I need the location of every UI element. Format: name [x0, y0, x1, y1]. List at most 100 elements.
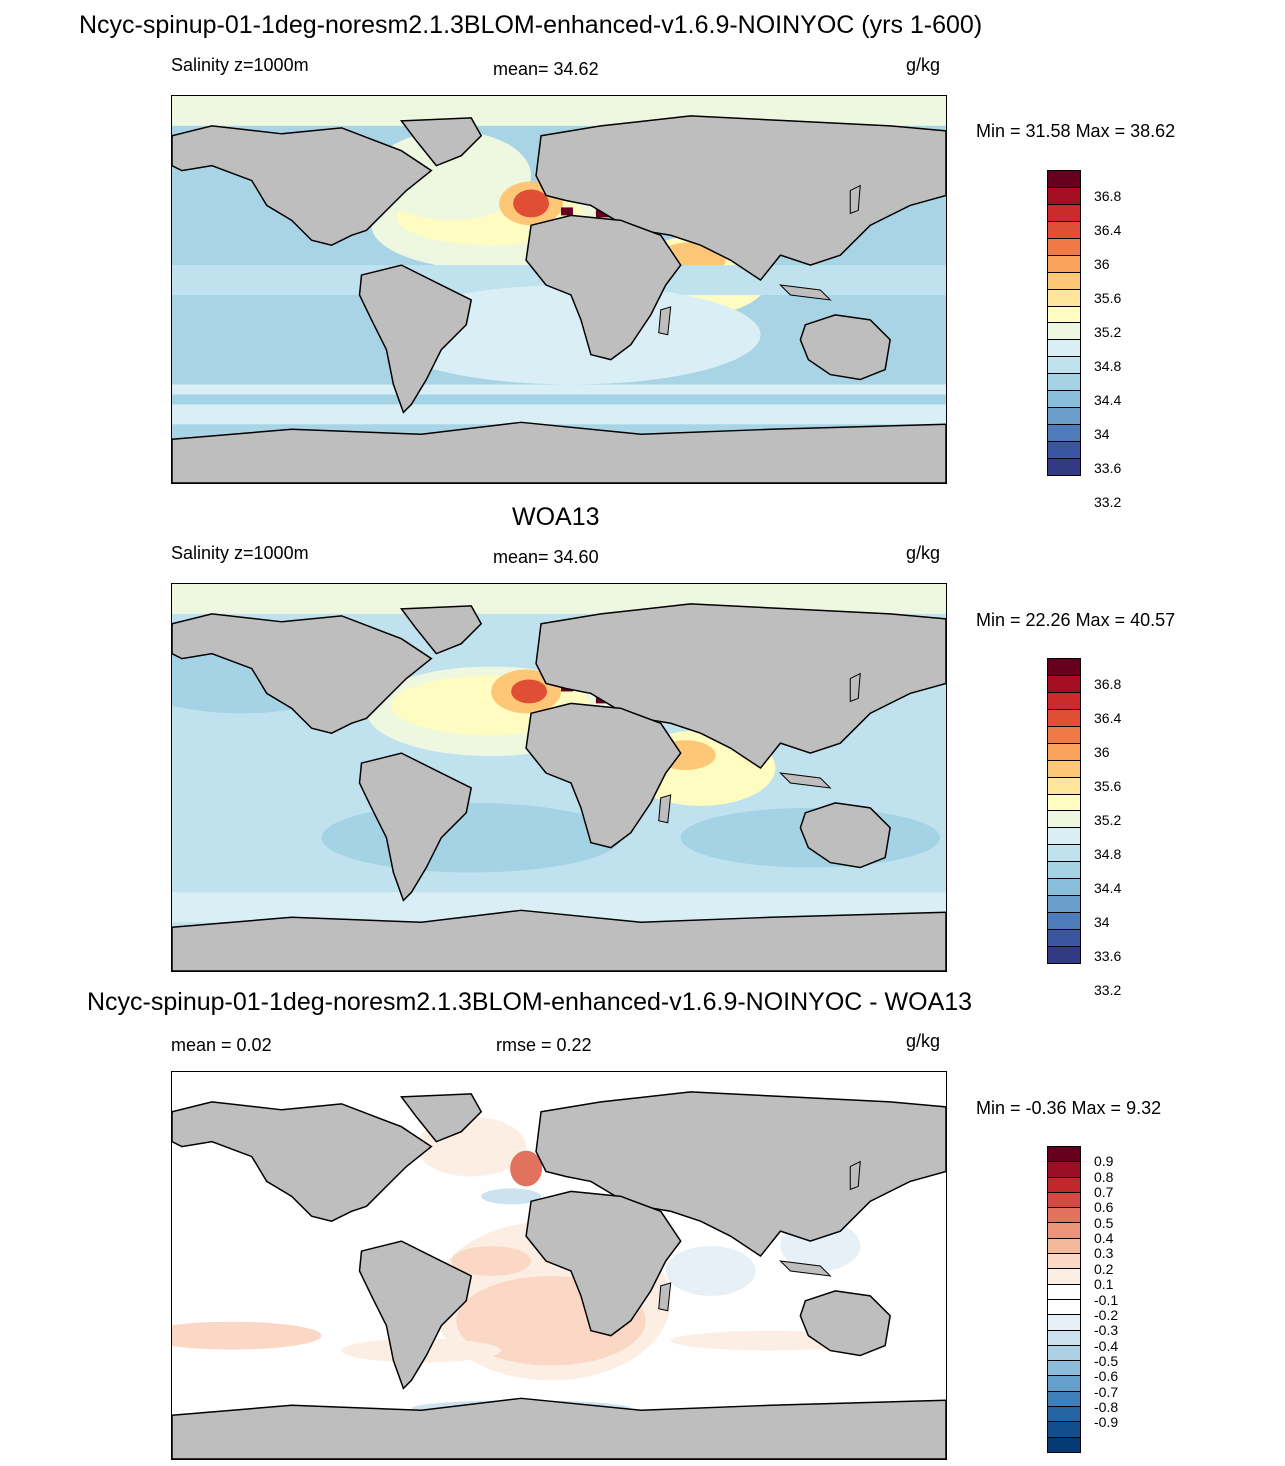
colorbar-tick-label: 33.6 [1094, 947, 1122, 964]
panel3-mean: mean = 0.02 [171, 1035, 272, 1055]
colorbar-swatch [1048, 1329, 1080, 1345]
panel1-colorbar [1047, 170, 1081, 476]
panel2-units: g/kg [906, 543, 941, 563]
panel3-title: Ncyc-spinup-01-1deg-noresm2.1.3BLOM-enha… [87, 988, 973, 1016]
colorbar-swatch [1048, 1360, 1080, 1376]
colorbar-tick-label: 34.8 [1094, 357, 1122, 374]
colorbar-swatch [1048, 1283, 1080, 1299]
panel3-rmse: rmse = 0.22 [496, 1035, 592, 1055]
colorbar-swatch [1048, 203, 1080, 221]
colorbar-tick-label: -0.6 [1094, 1368, 1119, 1385]
colorbar-swatch [1048, 725, 1080, 743]
colorbar-tick-label: 36 [1094, 255, 1110, 272]
colorbar-swatch [1048, 912, 1080, 929]
colorbar-swatch [1048, 171, 1080, 187]
colorbar-tick-label: 0.4 [1094, 1230, 1114, 1247]
colorbar-swatch [1048, 1176, 1080, 1192]
colorbar-swatch [1048, 1436, 1080, 1452]
colorbar-swatch [1048, 827, 1080, 845]
panel2-mean: mean= 34.60 [493, 547, 599, 567]
colorbar-swatch [1048, 322, 1080, 340]
colorbar-tick-label: 34.8 [1094, 845, 1122, 862]
colorbar-swatch [1048, 457, 1080, 475]
colorbar-swatch [1048, 1161, 1080, 1177]
colorbar-swatch [1048, 861, 1080, 879]
colorbar-tick-label: -0.2 [1094, 1306, 1119, 1323]
colorbar-swatch [1048, 793, 1080, 811]
colorbar-tick-label: 34 [1094, 425, 1110, 442]
colorbar-swatch [1048, 742, 1080, 760]
colorbar-tick-label: 34.4 [1094, 879, 1122, 896]
colorbar-swatch [1048, 441, 1080, 458]
colorbar-tick-label: -0.8 [1094, 1398, 1119, 1415]
panel1-mean: mean= 34.62 [493, 59, 599, 79]
panel2-minmax: Min = 22.26 Max = 40.57 [976, 610, 1176, 630]
colorbar-tick-label: 35.2 [1094, 811, 1122, 828]
panel1-title: Ncyc-spinup-01-1deg-noresm2.1.3BLOM-enha… [79, 11, 983, 39]
colorbar-swatch [1048, 1406, 1080, 1422]
colorbar-tick-label: -0.5 [1094, 1352, 1119, 1369]
colorbar-swatch [1048, 1237, 1080, 1254]
colorbar-tick-label: 0.5 [1094, 1214, 1114, 1231]
colorbar-tick-label: 33.2 [1094, 493, 1122, 510]
colorbar-tick-label: -0.1 [1094, 1291, 1119, 1308]
colorbar-tick-label: -0.7 [1094, 1383, 1119, 1400]
colorbar-tick-label: 0.7 [1094, 1184, 1114, 1201]
colorbar-swatch [1048, 1421, 1080, 1437]
colorbar-swatch [1048, 759, 1080, 777]
colorbar-swatch [1048, 424, 1080, 441]
colorbar-swatch [1048, 895, 1080, 913]
colorbar-swatch [1048, 659, 1080, 675]
panel3-minmax: Min = -0.36 Max = 9.32 [976, 1098, 1162, 1118]
colorbar-swatch [1048, 254, 1080, 272]
panel1-units: g/kg [906, 55, 941, 75]
panel1-minmax: Min = 31.58 Max = 38.62 [976, 121, 1176, 141]
colorbar-swatch [1048, 356, 1080, 374]
colorbar-swatch [1048, 373, 1080, 391]
colorbar-swatch [1048, 1268, 1080, 1284]
colorbar-tick-label: 35.2 [1094, 323, 1122, 340]
colorbar-swatch [1048, 776, 1080, 794]
colorbar-swatch [1048, 1344, 1080, 1361]
colorbar-tick-label: 36.4 [1094, 709, 1122, 726]
panel1-variable-label: Salinity z=1000m [171, 55, 309, 75]
colorbar-swatch [1048, 844, 1080, 862]
panel2-colorbar [1047, 658, 1081, 964]
colorbar-swatch [1048, 708, 1080, 726]
colorbar-tick-label: 35.6 [1094, 777, 1122, 794]
colorbar-swatch [1048, 810, 1080, 828]
colorbar-tick-label: 34.4 [1094, 391, 1122, 408]
colorbar-tick-label: 33.2 [1094, 981, 1122, 998]
panel3-difference-map [171, 1071, 947, 1460]
colorbar-swatch [1048, 1207, 1080, 1223]
colorbar-swatch [1048, 929, 1080, 946]
colorbar-swatch [1048, 1314, 1080, 1330]
colorbar-swatch [1048, 1253, 1080, 1269]
colorbar-swatch [1048, 271, 1080, 289]
colorbar-swatch [1048, 674, 1080, 692]
panel1-salinity-map [171, 95, 947, 484]
colorbar-swatch [1048, 220, 1080, 238]
colorbar-tick-label: -0.4 [1094, 1337, 1119, 1354]
colorbar-swatch [1048, 1191, 1080, 1208]
colorbar-tick-label: 0.2 [1094, 1260, 1114, 1277]
panel2-woa13-map [171, 583, 947, 972]
colorbar-swatch [1048, 339, 1080, 357]
colorbar-tick-label: 33.6 [1094, 459, 1122, 476]
panel2-variable-label: Salinity z=1000m [171, 543, 309, 563]
colorbar-tick-label: 0.6 [1094, 1199, 1114, 1216]
colorbar-tick-label: 35.6 [1094, 289, 1122, 306]
colorbar-tick-label: 0.8 [1094, 1168, 1114, 1185]
colorbar-tick-label: 36 [1094, 743, 1110, 760]
colorbar-swatch [1048, 288, 1080, 306]
colorbar-tick-label: 0.3 [1094, 1245, 1114, 1262]
colorbar-swatch [1048, 1375, 1080, 1391]
colorbar-tick-label: 36.4 [1094, 221, 1122, 238]
colorbar-swatch [1048, 878, 1080, 896]
panel3-units: g/kg [906, 1031, 941, 1051]
panel2-title: WOA13 [512, 503, 600, 531]
colorbar-tick-label: -0.9 [1094, 1414, 1119, 1431]
colorbar-swatch [1048, 1147, 1080, 1162]
colorbar-swatch [1048, 945, 1080, 963]
colorbar-swatch [1048, 407, 1080, 425]
